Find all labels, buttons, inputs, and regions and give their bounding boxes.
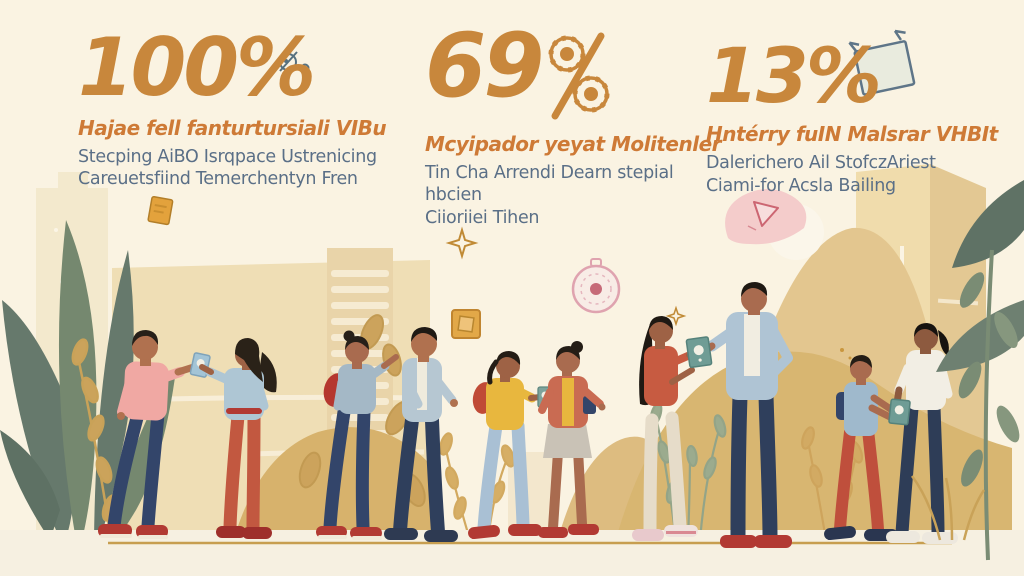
person-bun-red-bag (316, 330, 399, 540)
plants-left (0, 220, 176, 546)
stat-block-1: 100% Hajae fell fanturtursiali VIBu Stec… (78, 21, 388, 191)
stat-2-number: 69 (425, 14, 544, 117)
stat-3-heading: Hntérry fuIN Malsrar VHBIt (706, 122, 998, 147)
flyer-card-teal-handoff (888, 398, 911, 426)
gold-sparkle-icon (445, 226, 479, 260)
stat-3-value: 13% (706, 31, 1006, 120)
pink-stopwatch-icon (571, 258, 621, 314)
stat-1-value: 100% (78, 21, 388, 114)
pink-triangle-blob (725, 189, 824, 260)
stat-1-suffix: % (236, 21, 316, 114)
gold-dot (840, 348, 844, 352)
stat-1-number: 100 (78, 21, 239, 114)
person-woman-blue-top (199, 338, 277, 539)
person-woman-white-tee (886, 323, 958, 544)
sand-mounds (236, 227, 1012, 532)
plants-right (910, 180, 1024, 561)
person-woman-red-jacket (538, 341, 606, 538)
person-woman-coral-top (632, 316, 703, 541)
ground (0, 530, 1024, 576)
stat-3-suffix: % (805, 31, 882, 120)
stat-2-description: Tin Cha Arrendi Dearn stepial hbcien Cii… (425, 163, 674, 228)
orange-tag-icon (147, 196, 174, 226)
pinned-note-icon (848, 29, 916, 96)
stat-block-3: 13% Hntérry fuIN Malsrar VHBIt Daleriche… (706, 31, 1006, 197)
stat-3-description: Dalerichero Ail StofczAriest Ciami-for A… (706, 153, 936, 196)
gold-dot (848, 356, 852, 360)
stat-2-value: 69 % (425, 14, 725, 122)
person-tall-man-jacket (685, 282, 793, 548)
main-mound (618, 351, 1012, 532)
stat-1-description: Stecping AiBO Isrqpace Ustrenicing Careu… (78, 147, 377, 190)
gear-percent-icon (548, 32, 610, 120)
flyer-card-teal-large (685, 336, 713, 369)
stat-2-heading: Mcyipador yeyat Molitenler (425, 132, 722, 156)
person-man-scarf-jacket (384, 327, 458, 542)
percent-circle-icon (279, 51, 310, 73)
gold-sparkle-icon-2 (665, 305, 687, 327)
stat-3-number: 13 (706, 31, 809, 120)
stat-block-2: 69 % Mcyipador yeyat Molitenler Tin Cha … (425, 14, 725, 229)
stat-1-heading: Hajae fell fanturtursiali VIBu (78, 116, 387, 140)
gold-badge-icon (451, 309, 481, 339)
